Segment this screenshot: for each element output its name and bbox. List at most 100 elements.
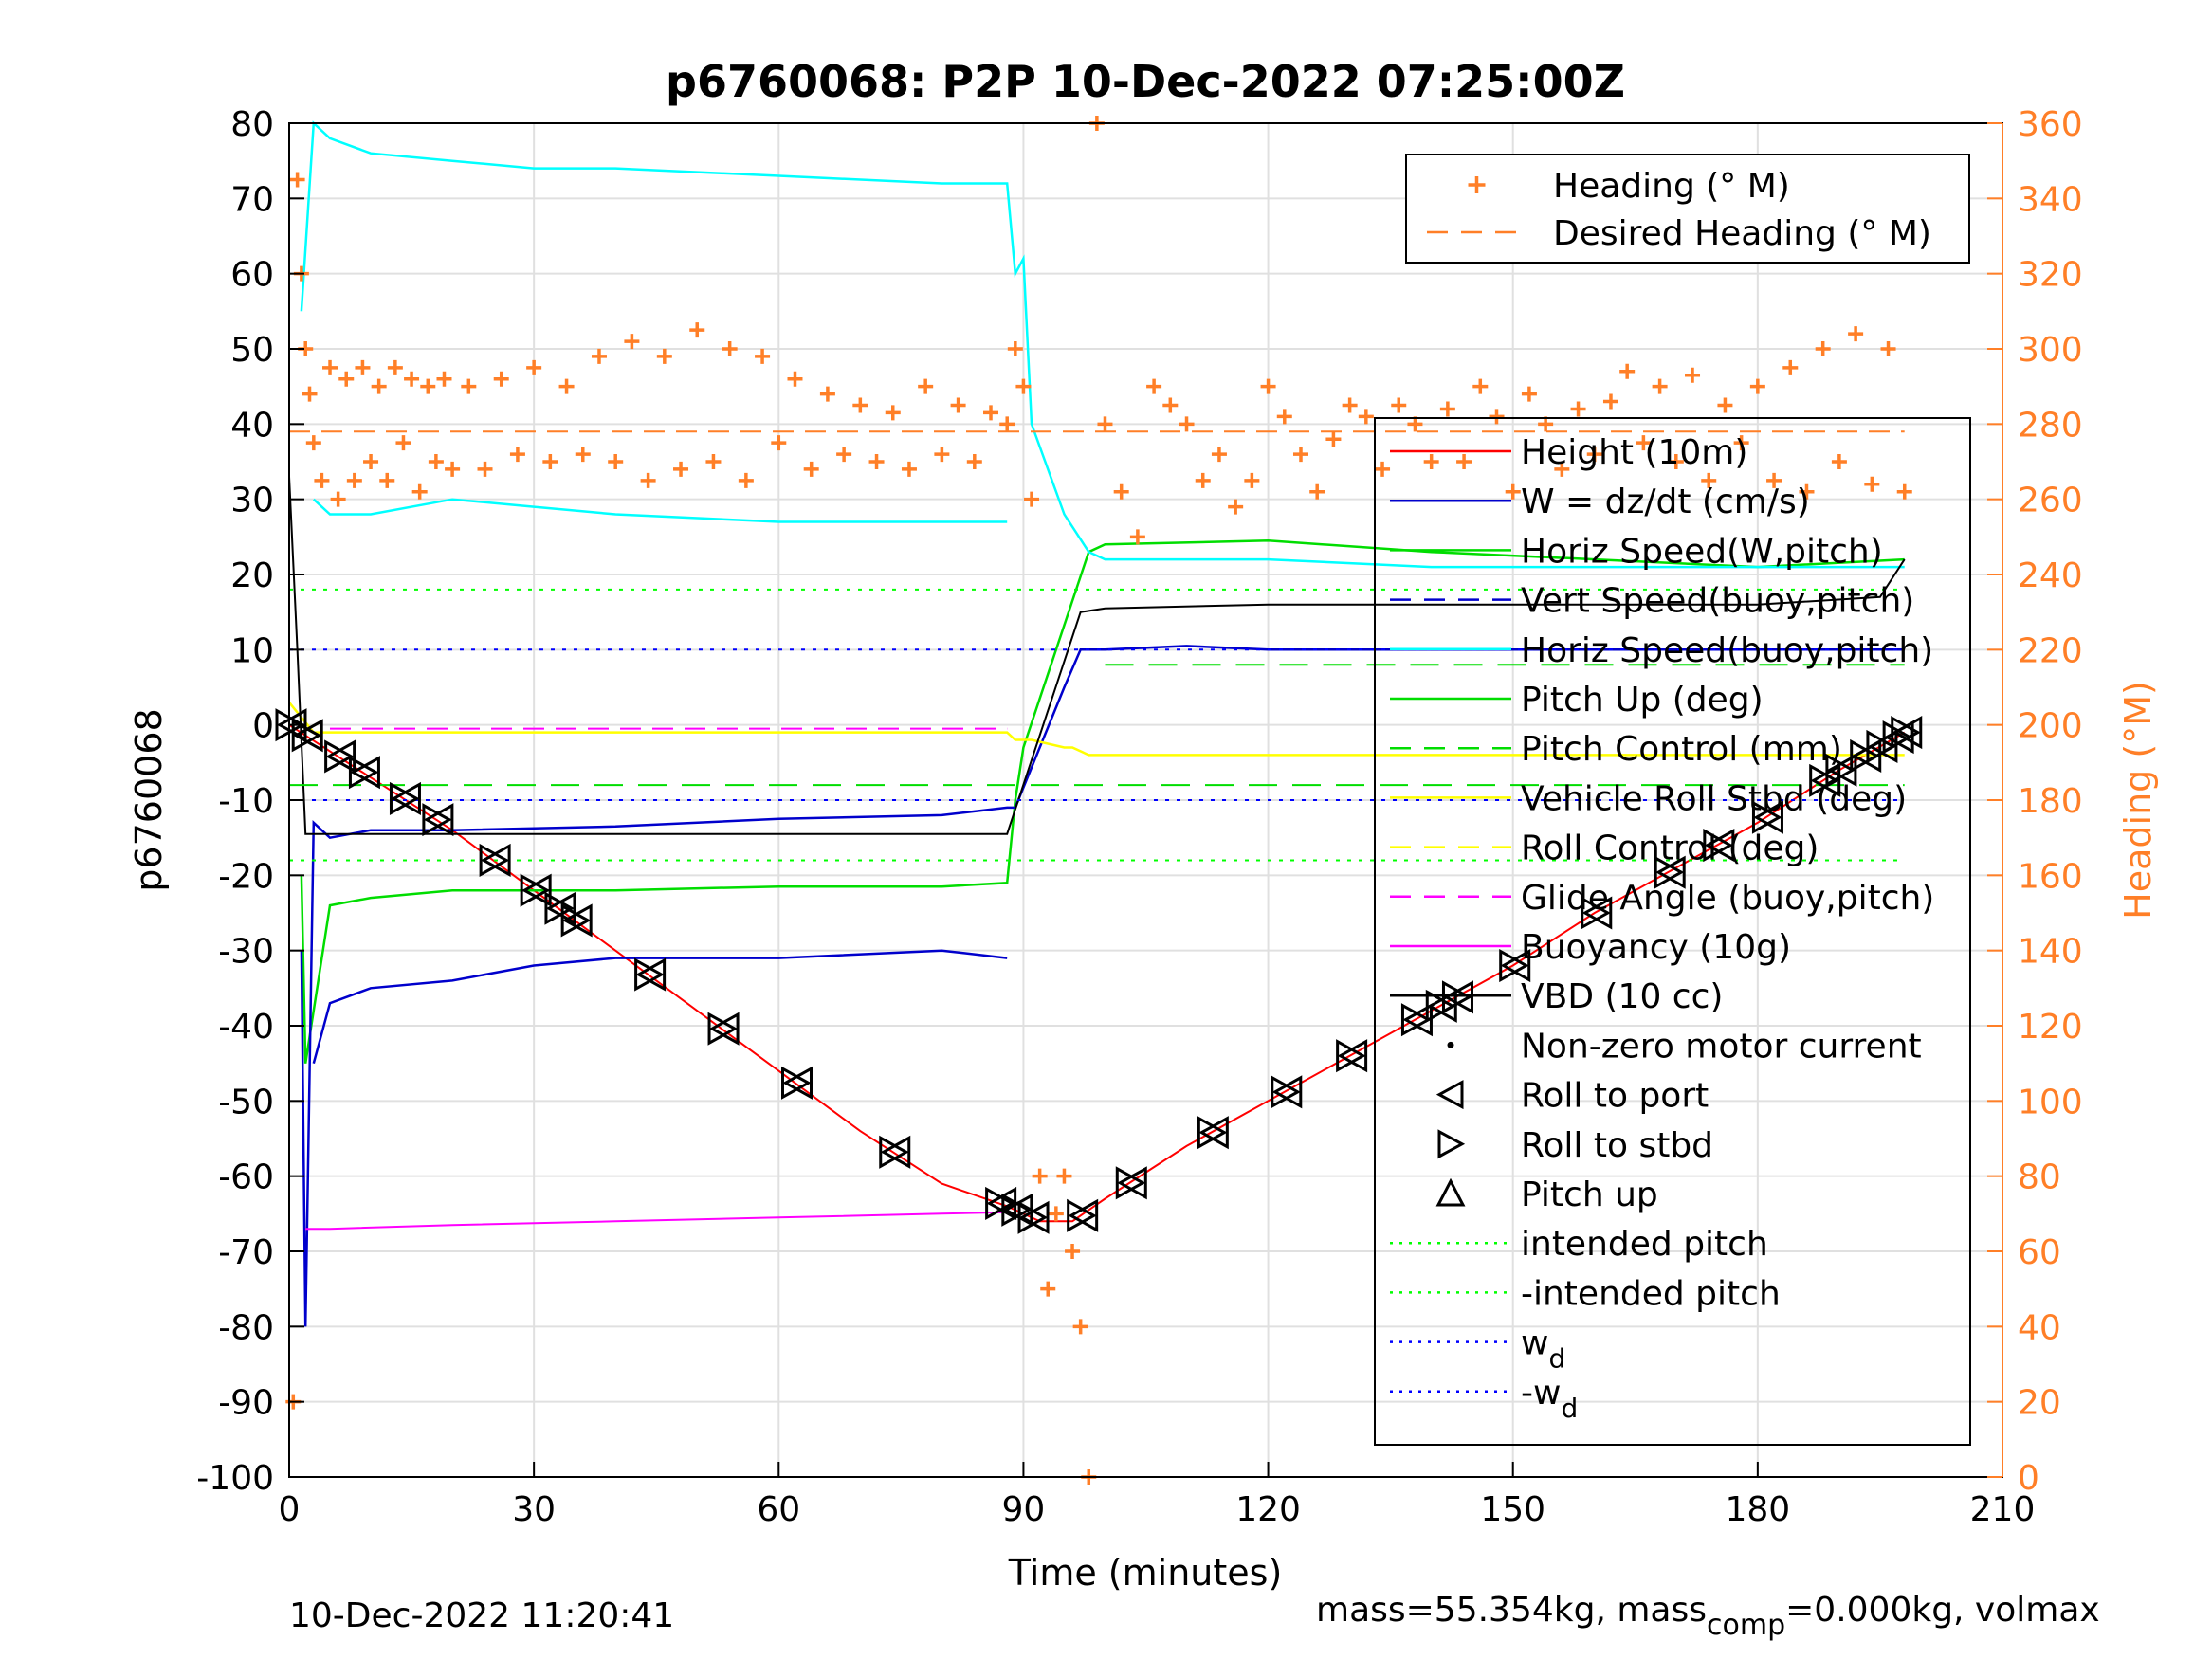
legend-main-label: Roll to port (1521, 1077, 1709, 1116)
y2-tick-label: 100 (2018, 1083, 2083, 1121)
y2-tick-label: 340 (2018, 180, 2083, 219)
heading-point (966, 454, 982, 469)
heading-point (346, 472, 362, 488)
heading-point (803, 461, 819, 477)
heading-point (705, 454, 722, 469)
legend-main-label: Roll Control (deg) (1521, 830, 1819, 868)
legend-swatch (1447, 1041, 1454, 1048)
legend-main-label: intended pitch (1521, 1225, 1768, 1264)
y2-tick-label: 260 (2018, 482, 2083, 520)
legend-main-label: Pitch up (1521, 1176, 1658, 1214)
heading-point (526, 359, 542, 375)
heading-point (1375, 461, 1391, 477)
heading-point (771, 435, 787, 451)
heading-point (1358, 409, 1374, 425)
heading-point (542, 454, 558, 469)
legend-main-label-text: Roll to stbd (1521, 1126, 1713, 1165)
legend-heading: Heading (° M) Desired Heading (° M) (1405, 154, 1970, 264)
legend-main-label-text: Pitch up (1521, 1176, 1658, 1214)
roll-port-marker (350, 756, 380, 790)
heading-point (1685, 367, 1701, 383)
roll-port-marker (1581, 896, 1613, 930)
heading-point (330, 491, 346, 507)
legend-main-label-text: -intended pitch (1521, 1274, 1781, 1313)
heading-point (1864, 476, 1880, 492)
heading-point (1766, 472, 1782, 488)
heading-point (1423, 454, 1439, 469)
heading-point (355, 359, 371, 375)
markers-layer (275, 708, 1923, 1234)
series-line (288, 702, 1905, 757)
y2-tick-label: 40 (2018, 1308, 2061, 1347)
roll-port-marker (880, 1135, 911, 1169)
heading-point (1733, 435, 1749, 451)
y2-tick-label: 240 (2018, 556, 2083, 595)
y-tick-label: 80 (230, 105, 274, 144)
legend-main-label-text: Pitch Up (deg) (1521, 681, 1764, 720)
roll-port-marker (325, 739, 356, 774)
legend-main-label: -intended pitch (1521, 1274, 1781, 1313)
y-tick-label: -20 (218, 857, 274, 896)
y2-tick-label: 320 (2018, 256, 2083, 295)
heading-point (1056, 1168, 1072, 1184)
roll-port-marker (635, 957, 667, 992)
footer-timestamp: 10-Dec-2022 11:20:41 (289, 1596, 674, 1635)
heading-point (640, 472, 656, 488)
legend-main-label: Roll to stbd (1521, 1126, 1713, 1165)
roll-port-marker (1018, 1200, 1050, 1234)
heading-point (624, 334, 640, 350)
heading-point (1260, 378, 1276, 394)
legend-main: Height (10m) W = dz/dt (cm/s) Horiz Speed(… (1374, 417, 1971, 1446)
heading-point (314, 472, 330, 488)
heading-point (1179, 416, 1195, 432)
series-line (312, 949, 1008, 1065)
y-tick-label: -40 (218, 1008, 274, 1047)
legend-main-label-sub: d (1561, 1393, 1578, 1424)
heading-point (722, 341, 738, 356)
heading-point (1749, 378, 1765, 394)
legend-swatch (1468, 176, 1486, 193)
y-tick-label: -70 (218, 1233, 274, 1272)
heading-point (591, 348, 607, 364)
x-tick-label: 60 (757, 1490, 800, 1529)
y2-tick-label: 160 (2018, 857, 2083, 896)
heading-point (1072, 1319, 1088, 1335)
heading-point (1799, 483, 1815, 500)
chart-title: p6760068: P2P 10-Dec-2022 07:25:00Z (666, 56, 1625, 107)
y2-tick-label: 120 (2018, 1008, 2083, 1047)
heading-point (1276, 409, 1292, 425)
y-tick-label: -30 (218, 933, 274, 972)
x-axis-ticks: 0 30 60 90 120 150 180 210 (279, 1462, 2035, 1529)
heading-point (1880, 341, 1896, 356)
heading-point (885, 405, 901, 421)
y-tick-label: -90 (218, 1384, 274, 1423)
series-line (305, 1211, 1008, 1231)
legend-main-label: VBD (10 cc) (1521, 977, 1723, 1016)
y2-tick-label: 180 (2018, 782, 2083, 821)
heading-point (689, 322, 705, 338)
legend-main-label: Horiz Speed(W,pitch) (1521, 532, 1883, 571)
heading-point (289, 172, 305, 188)
roll-port-marker (481, 843, 511, 878)
roll-port-marker (521, 873, 552, 907)
series-line (288, 723, 1906, 1223)
legend-main-label-text: Glide Angle (buoy,pitch) (1521, 879, 1934, 918)
x-axis-label: Time (minutes) (1008, 1552, 1283, 1594)
roll-port-marker (562, 903, 593, 938)
legend-main-label-text: intended pitch (1521, 1225, 1768, 1264)
heading-point (1570, 401, 1586, 417)
y2-tick-label: 20 (2018, 1384, 2061, 1423)
legend-swatch (1437, 1129, 1466, 1159)
heading-point (379, 472, 395, 488)
heading-point (363, 454, 379, 469)
legend-heading-box (1405, 154, 1970, 264)
legend-main-label: wd (1521, 1324, 1565, 1375)
heading-point (950, 397, 966, 413)
heading-point (302, 386, 318, 402)
heading-point (436, 371, 452, 387)
series-line (312, 498, 1008, 523)
y-tick-label: -80 (218, 1308, 274, 1347)
footer-mass-text: mass=55.354kg, mass (1316, 1591, 1707, 1630)
heading-point (1848, 326, 1864, 342)
legend-main-label-text: VBD (10 cc) (1521, 977, 1723, 1016)
